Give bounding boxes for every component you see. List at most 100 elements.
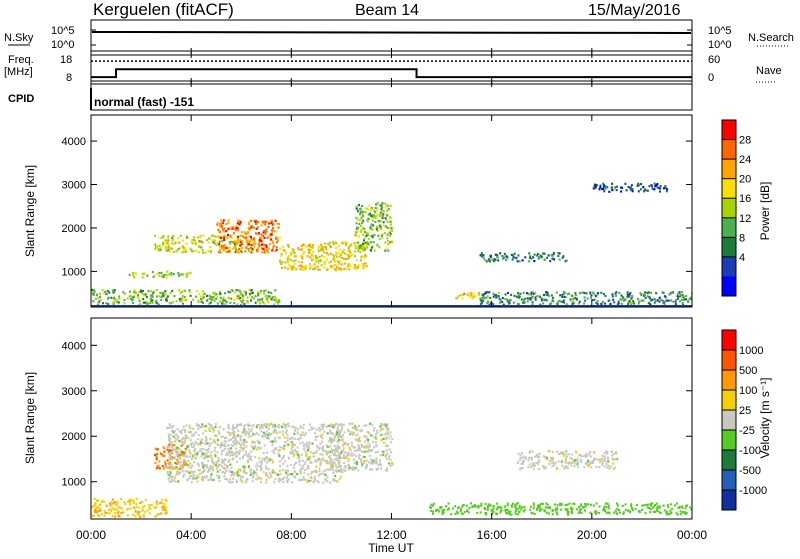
data-cell <box>329 481 332 484</box>
data-cell <box>230 236 233 239</box>
data-cell <box>658 300 661 303</box>
data-cell <box>286 436 289 440</box>
data-cell <box>290 258 292 261</box>
data-cell <box>177 447 180 450</box>
data-cell <box>333 478 336 481</box>
data-cell <box>207 447 210 450</box>
data-cell <box>578 505 581 509</box>
data-cell <box>196 480 199 483</box>
data-cell <box>529 450 532 453</box>
data-cell <box>192 473 195 476</box>
data-cell <box>581 291 584 294</box>
data-cell <box>225 300 228 304</box>
data-cell <box>147 504 150 507</box>
data-cell <box>308 443 311 446</box>
data-cell <box>317 250 320 253</box>
y-tick-label: 4000 <box>62 340 86 352</box>
data-cell <box>228 427 230 430</box>
data-cell <box>319 435 322 438</box>
data-cell <box>528 463 531 466</box>
data-cell <box>244 466 247 469</box>
data-cell <box>537 462 540 465</box>
data-cell <box>135 505 138 508</box>
data-cell <box>603 505 606 508</box>
data-cell <box>328 429 331 432</box>
data-cell <box>640 183 643 186</box>
data-cell <box>202 251 204 254</box>
data-cell <box>543 293 545 297</box>
data-cell <box>663 303 666 306</box>
data-cell <box>560 508 563 511</box>
data-cell <box>212 299 215 302</box>
colorbar-tick-label: -100 <box>739 445 761 457</box>
data-cell <box>347 246 350 249</box>
data-cell <box>317 481 320 484</box>
data-cell <box>235 447 238 450</box>
data-cell <box>352 446 355 449</box>
data-cell <box>370 227 372 230</box>
data-cell <box>461 512 464 515</box>
data-cell <box>298 460 301 464</box>
data-cell <box>332 242 335 246</box>
data-cell <box>225 477 228 480</box>
data-cell <box>161 275 164 278</box>
data-cell <box>501 297 504 300</box>
data-cell <box>690 508 692 511</box>
data-cell <box>271 249 274 252</box>
data-cell <box>363 456 366 459</box>
data-cell <box>312 268 315 271</box>
data-cell <box>228 454 231 457</box>
data-cell <box>358 438 360 441</box>
data-cell <box>512 301 515 304</box>
scatter-region <box>128 270 192 279</box>
data-cell <box>347 463 350 467</box>
data-cell <box>243 250 246 253</box>
data-cell <box>585 461 588 465</box>
x-tick-label: 04:00 <box>176 528 206 542</box>
data-cell <box>219 245 222 248</box>
data-cell <box>355 207 358 210</box>
data-cell <box>326 445 329 448</box>
data-cell <box>385 426 388 429</box>
data-cell <box>343 252 346 255</box>
data-cell <box>390 451 393 454</box>
data-cell <box>165 239 168 242</box>
data-cell <box>265 430 268 433</box>
data-cell <box>179 234 182 237</box>
data-cell <box>246 478 249 481</box>
data-cell <box>194 456 197 459</box>
data-cell <box>617 300 620 303</box>
data-cell <box>260 247 263 250</box>
data-cell <box>360 209 363 212</box>
data-cell <box>546 256 549 259</box>
data-cell <box>186 479 189 482</box>
data-cell <box>476 511 479 515</box>
data-cell <box>347 249 350 252</box>
scatter-region <box>328 422 394 473</box>
data-cell <box>239 478 242 481</box>
data-cell <box>251 248 254 251</box>
data-cell <box>567 461 570 464</box>
data-cell <box>309 256 312 259</box>
data-cell <box>97 506 100 509</box>
data-cell <box>367 431 370 434</box>
data-cell <box>517 292 519 295</box>
data-cell <box>432 502 435 505</box>
data-cell <box>178 462 181 465</box>
data-cell <box>283 444 286 447</box>
data-cell <box>270 238 273 241</box>
data-cell <box>568 453 571 456</box>
data-cell <box>308 251 311 254</box>
data-cell <box>611 457 614 460</box>
data-cell <box>252 440 255 443</box>
data-cell <box>368 445 371 448</box>
data-cell <box>174 242 177 245</box>
data-cell <box>149 297 152 301</box>
data-cell <box>342 447 345 450</box>
data-cell <box>286 481 289 484</box>
data-cell <box>230 297 233 300</box>
data-cell <box>199 240 202 243</box>
data-cell <box>250 225 253 228</box>
data-cell <box>218 250 221 253</box>
data-cell <box>322 248 325 251</box>
